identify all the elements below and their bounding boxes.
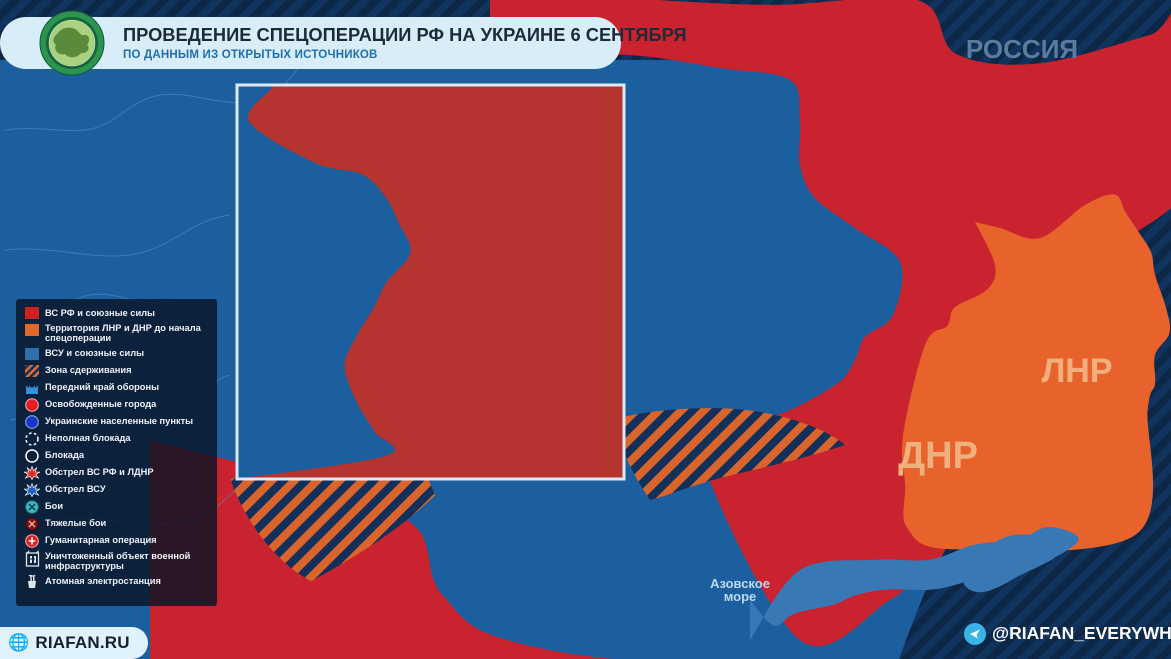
svg-text:ПРОВЕДЕНИЕ СПЕЦОПЕРАЦИИ РФ НА: ПРОВЕДЕНИЕ СПЕЦОПЕРАЦИИ РФ НА УКРАИНЕ 6 … — [123, 24, 686, 45]
svg-text:ПО ДАННЫМ ИЗ ОТКРЫТЫХ ИСТОЧНИК: ПО ДАННЫМ ИЗ ОТКРЫТЫХ ИСТОЧНИКОВ — [123, 49, 378, 61]
svg-text:ДНР: ДНР — [898, 435, 978, 477]
svg-text:ЛНР: ЛНР — [1041, 352, 1112, 390]
svg-text:море: море — [724, 589, 757, 604]
svg-text:@RIAFAN_EVERYWHERE: @RIAFAN_EVERYWHERE — [992, 623, 1171, 643]
svg-text:РОССИЯ: РОССИЯ — [966, 34, 1078, 64]
